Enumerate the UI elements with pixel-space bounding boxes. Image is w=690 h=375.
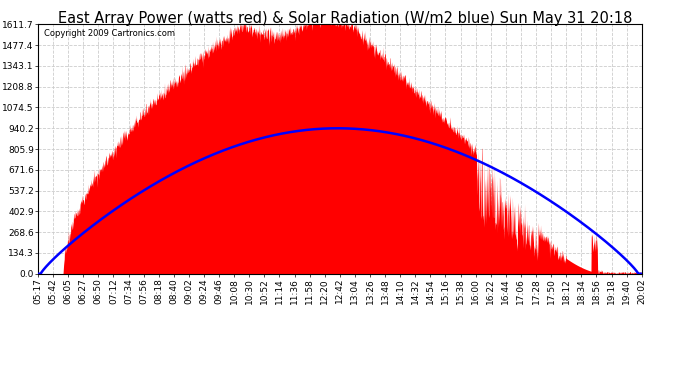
Text: Copyright 2009 Cartronics.com: Copyright 2009 Cartronics.com <box>44 29 175 38</box>
Text: East Array Power (watts red) & Solar Radiation (W/m2 blue) Sun May 31 20:18: East Array Power (watts red) & Solar Rad… <box>58 11 632 26</box>
